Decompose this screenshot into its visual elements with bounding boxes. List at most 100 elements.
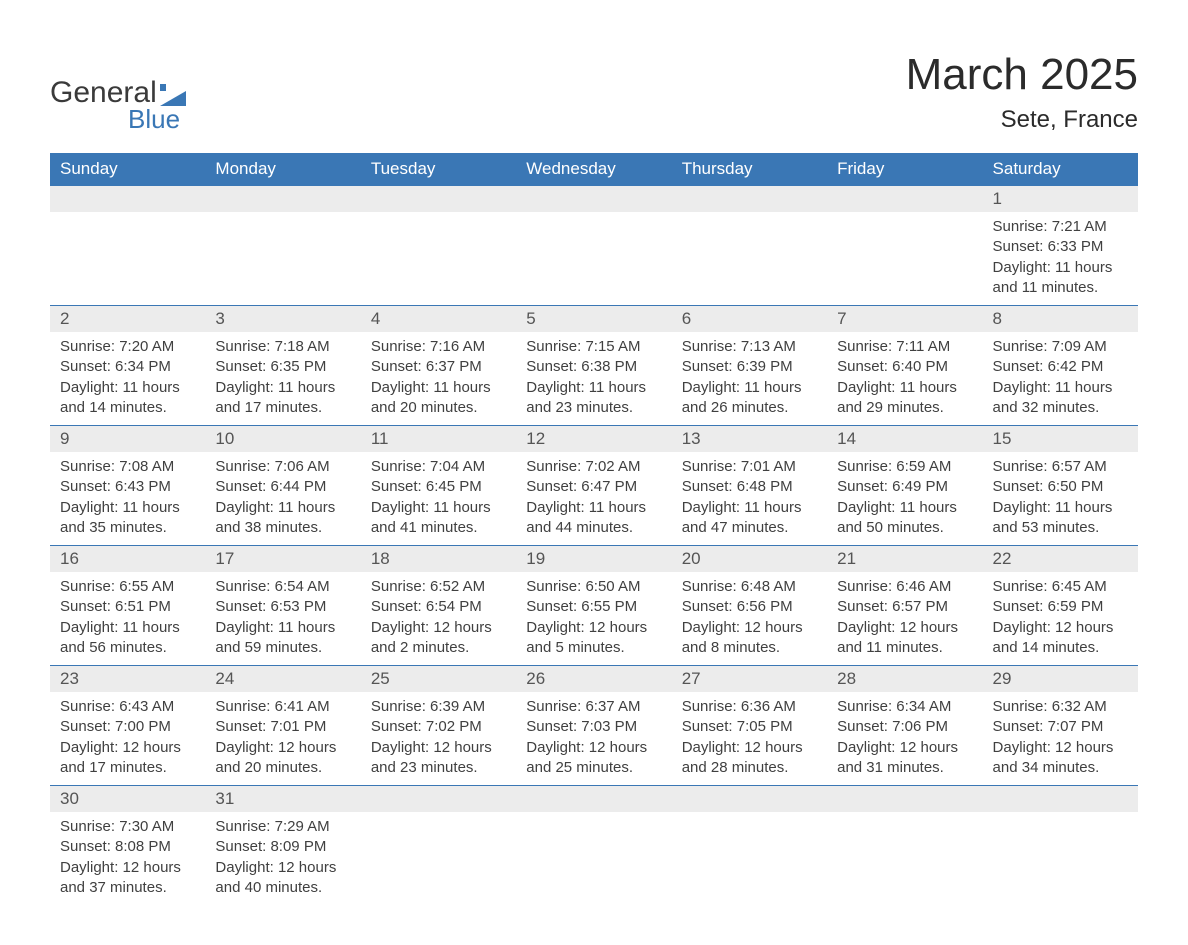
location-label: Sete, France	[906, 106, 1138, 134]
sunrise-line: Sunrise: 6:50 AM	[526, 577, 665, 597]
sunset-line: Sunset: 6:50 PM	[993, 477, 1132, 497]
calendar-cell: 21Sunrise: 6:46 AMSunset: 6:57 PMDayligh…	[827, 546, 982, 666]
calendar-week-row: 9Sunrise: 7:08 AMSunset: 6:43 PMDaylight…	[50, 426, 1138, 546]
sunset-line: Sunset: 6:56 PM	[682, 597, 821, 617]
day-details: Sunrise: 6:39 AMSunset: 7:02 PMDaylight:…	[361, 692, 516, 785]
sunset-line: Sunset: 6:33 PM	[993, 237, 1132, 257]
day-details: Sunrise: 6:37 AMSunset: 7:03 PMDaylight:…	[516, 692, 671, 785]
day-number	[672, 186, 827, 212]
day-number: 6	[672, 306, 827, 332]
day-header-row: Sunday Monday Tuesday Wednesday Thursday…	[50, 153, 1138, 186]
calendar-cell: 8Sunrise: 7:09 AMSunset: 6:42 PMDaylight…	[983, 306, 1138, 426]
sunset-line: Sunset: 7:01 PM	[215, 717, 354, 737]
calendar-cell: 15Sunrise: 6:57 AMSunset: 6:50 PMDayligh…	[983, 426, 1138, 546]
sunrise-line: Sunrise: 6:43 AM	[60, 697, 199, 717]
daylight-line: Daylight: 11 hours and 56 minutes.	[60, 618, 199, 659]
calendar-cell: 14Sunrise: 6:59 AMSunset: 6:49 PMDayligh…	[827, 426, 982, 546]
sunset-line: Sunset: 6:39 PM	[682, 357, 821, 377]
daylight-line: Daylight: 12 hours and 8 minutes.	[682, 618, 821, 659]
day-number	[672, 786, 827, 812]
day-details: Sunrise: 7:02 AMSunset: 6:47 PMDaylight:…	[516, 452, 671, 545]
sunset-line: Sunset: 6:37 PM	[371, 357, 510, 377]
sunset-line: Sunset: 7:07 PM	[993, 717, 1132, 737]
daylight-line: Daylight: 11 hours and 11 minutes.	[993, 258, 1132, 299]
logo-triangle-icon	[160, 84, 186, 106]
daylight-line: Daylight: 12 hours and 14 minutes.	[993, 618, 1132, 659]
sunrise-line: Sunrise: 7:15 AM	[526, 337, 665, 357]
calendar-cell: 9Sunrise: 7:08 AMSunset: 6:43 PMDaylight…	[50, 426, 205, 546]
day-number: 22	[983, 546, 1138, 572]
sunset-line: Sunset: 6:54 PM	[371, 597, 510, 617]
day-details: Sunrise: 7:06 AMSunset: 6:44 PMDaylight:…	[205, 452, 360, 545]
day-number: 17	[205, 546, 360, 572]
daylight-line: Daylight: 12 hours and 11 minutes.	[837, 618, 976, 659]
day-header: Tuesday	[361, 153, 516, 186]
day-number: 31	[205, 786, 360, 812]
sunrise-line: Sunrise: 7:01 AM	[682, 457, 821, 477]
daylight-line: Daylight: 11 hours and 53 minutes.	[993, 498, 1132, 539]
sunrise-line: Sunrise: 6:45 AM	[993, 577, 1132, 597]
sunrise-line: Sunrise: 6:48 AM	[682, 577, 821, 597]
daylight-line: Daylight: 12 hours and 31 minutes.	[837, 738, 976, 779]
day-details: Sunrise: 7:15 AMSunset: 6:38 PMDaylight:…	[516, 332, 671, 425]
daylight-line: Daylight: 11 hours and 35 minutes.	[60, 498, 199, 539]
day-number: 19	[516, 546, 671, 572]
daylight-line: Daylight: 12 hours and 34 minutes.	[993, 738, 1132, 779]
day-details	[672, 812, 827, 824]
sunset-line: Sunset: 6:49 PM	[837, 477, 976, 497]
day-details: Sunrise: 7:09 AMSunset: 6:42 PMDaylight:…	[983, 332, 1138, 425]
calendar-cell	[983, 786, 1138, 906]
sunrise-line: Sunrise: 7:06 AM	[215, 457, 354, 477]
day-number	[827, 786, 982, 812]
sunrise-line: Sunrise: 7:13 AM	[682, 337, 821, 357]
day-number: 21	[827, 546, 982, 572]
sunrise-line: Sunrise: 7:16 AM	[371, 337, 510, 357]
day-details	[516, 812, 671, 824]
daylight-line: Daylight: 11 hours and 59 minutes.	[215, 618, 354, 659]
day-number: 23	[50, 666, 205, 692]
day-details: Sunrise: 6:34 AMSunset: 7:06 PMDaylight:…	[827, 692, 982, 785]
sunrise-line: Sunrise: 7:04 AM	[371, 457, 510, 477]
day-details	[50, 212, 205, 224]
calendar-cell: 6Sunrise: 7:13 AMSunset: 6:39 PMDaylight…	[672, 306, 827, 426]
sunset-line: Sunset: 7:02 PM	[371, 717, 510, 737]
day-details: Sunrise: 7:01 AMSunset: 6:48 PMDaylight:…	[672, 452, 827, 545]
sunrise-line: Sunrise: 6:37 AM	[526, 697, 665, 717]
sunset-line: Sunset: 6:42 PM	[993, 357, 1132, 377]
day-details: Sunrise: 7:13 AMSunset: 6:39 PMDaylight:…	[672, 332, 827, 425]
day-details: Sunrise: 7:30 AMSunset: 8:08 PMDaylight:…	[50, 812, 205, 905]
calendar-cell	[50, 186, 205, 306]
day-header: Thursday	[672, 153, 827, 186]
day-number: 3	[205, 306, 360, 332]
sunset-line: Sunset: 6:59 PM	[993, 597, 1132, 617]
calendar-cell: 30Sunrise: 7:30 AMSunset: 8:08 PMDayligh…	[50, 786, 205, 906]
day-details: Sunrise: 6:50 AMSunset: 6:55 PMDaylight:…	[516, 572, 671, 665]
day-details: Sunrise: 6:48 AMSunset: 6:56 PMDaylight:…	[672, 572, 827, 665]
day-details: Sunrise: 7:08 AMSunset: 6:43 PMDaylight:…	[50, 452, 205, 545]
sunrise-line: Sunrise: 7:02 AM	[526, 457, 665, 477]
day-number: 16	[50, 546, 205, 572]
calendar-cell	[827, 186, 982, 306]
day-details: Sunrise: 7:11 AMSunset: 6:40 PMDaylight:…	[827, 332, 982, 425]
sunrise-line: Sunrise: 7:21 AM	[993, 217, 1132, 237]
daylight-line: Daylight: 12 hours and 2 minutes.	[371, 618, 510, 659]
day-number: 26	[516, 666, 671, 692]
daylight-line: Daylight: 11 hours and 41 minutes.	[371, 498, 510, 539]
day-details: Sunrise: 6:36 AMSunset: 7:05 PMDaylight:…	[672, 692, 827, 785]
calendar-cell: 5Sunrise: 7:15 AMSunset: 6:38 PMDaylight…	[516, 306, 671, 426]
daylight-line: Daylight: 12 hours and 23 minutes.	[371, 738, 510, 779]
calendar-cell	[516, 786, 671, 906]
calendar-week-row: 16Sunrise: 6:55 AMSunset: 6:51 PMDayligh…	[50, 546, 1138, 666]
day-number: 24	[205, 666, 360, 692]
day-details: Sunrise: 7:16 AMSunset: 6:37 PMDaylight:…	[361, 332, 516, 425]
sunset-line: Sunset: 6:38 PM	[526, 357, 665, 377]
day-header: Sunday	[50, 153, 205, 186]
calendar-cell: 3Sunrise: 7:18 AMSunset: 6:35 PMDaylight…	[205, 306, 360, 426]
day-number: 15	[983, 426, 1138, 452]
daylight-line: Daylight: 11 hours and 44 minutes.	[526, 498, 665, 539]
day-number	[516, 786, 671, 812]
calendar-cell: 1Sunrise: 7:21 AMSunset: 6:33 PMDaylight…	[983, 186, 1138, 306]
sunrise-line: Sunrise: 7:18 AM	[215, 337, 354, 357]
day-number: 27	[672, 666, 827, 692]
daylight-line: Daylight: 11 hours and 29 minutes.	[837, 378, 976, 419]
